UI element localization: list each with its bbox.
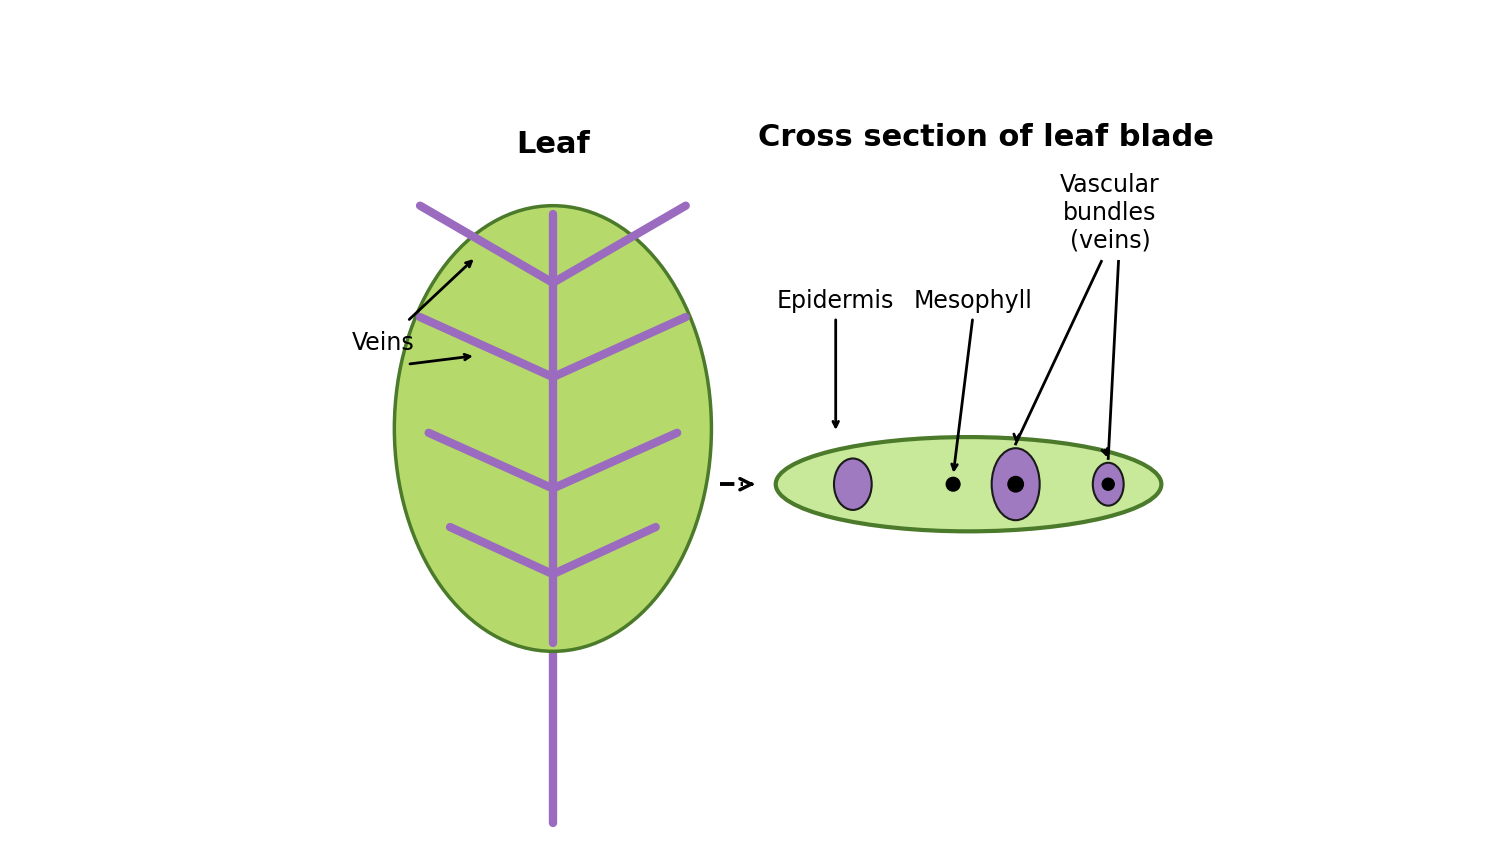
Circle shape	[1008, 476, 1023, 492]
Ellipse shape	[834, 458, 872, 510]
Ellipse shape	[776, 437, 1161, 531]
Ellipse shape	[992, 448, 1039, 520]
Text: Cross section of leaf blade: Cross section of leaf blade	[758, 123, 1214, 152]
Text: Vascular
bundles
(veins): Vascular bundles (veins)	[1060, 173, 1160, 253]
Ellipse shape	[1094, 463, 1124, 506]
Text: Mesophyll: Mesophyll	[914, 289, 1032, 313]
Text: Epidermis: Epidermis	[777, 289, 894, 313]
Ellipse shape	[394, 206, 711, 651]
Text: Veins: Veins	[351, 331, 414, 355]
Text: Leaf: Leaf	[516, 129, 590, 159]
Circle shape	[946, 477, 960, 491]
Circle shape	[1102, 478, 1114, 490]
